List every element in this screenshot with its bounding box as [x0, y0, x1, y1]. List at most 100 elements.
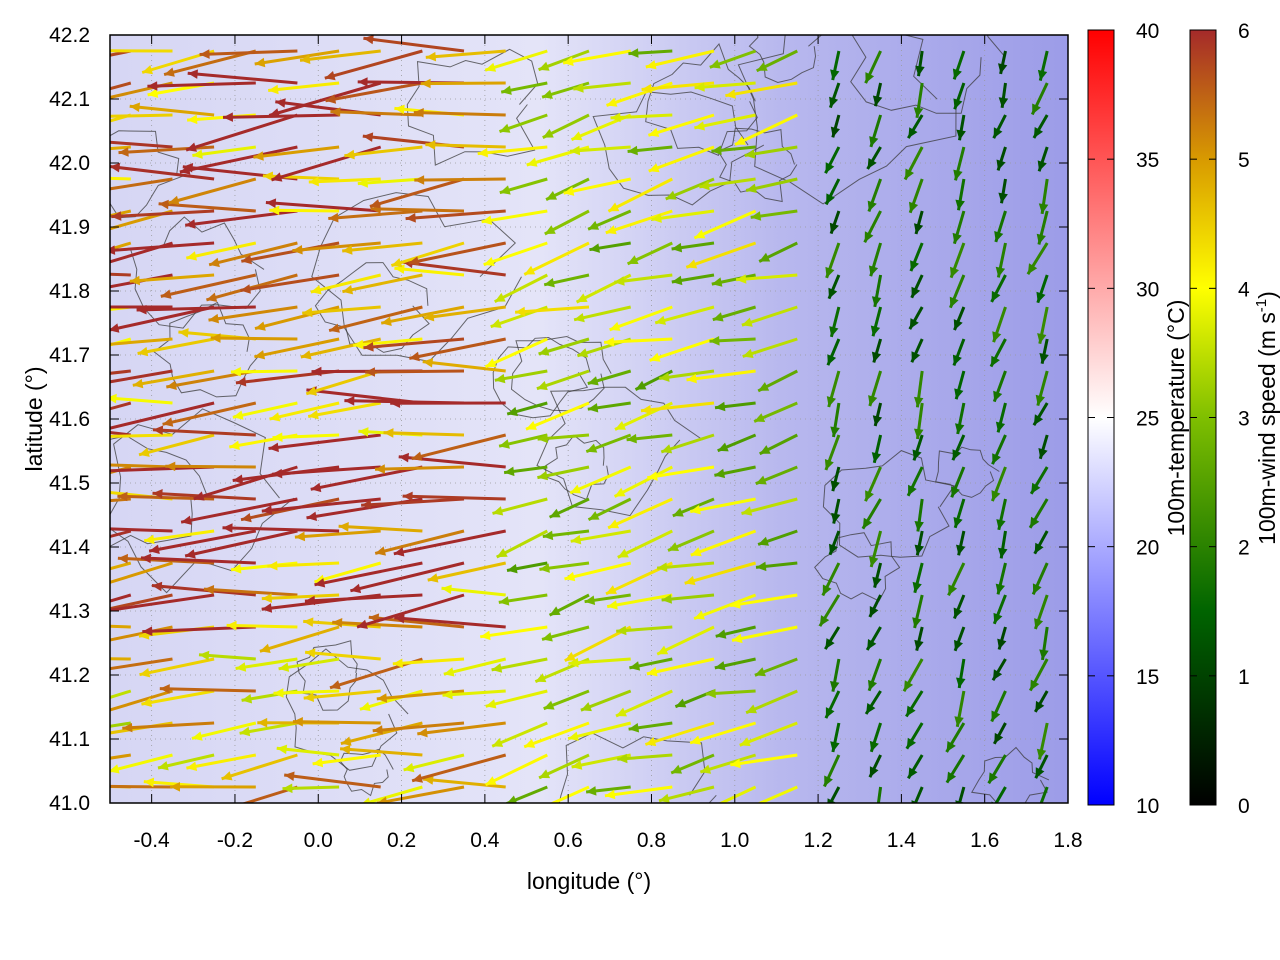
wind-vector-head — [357, 619, 368, 629]
wind-vector-head — [549, 508, 561, 518]
wind-vector-head — [192, 149, 203, 159]
wind-vector — [361, 785, 423, 803]
wind-vector — [210, 336, 298, 341]
wind-vector — [110, 593, 215, 612]
wind-vector-head — [162, 417, 174, 427]
wind-vector-head — [741, 317, 753, 327]
wind-vector — [110, 593, 173, 611]
wind-vector-head — [206, 292, 218, 302]
y-tick-label: 41.6 — [49, 408, 90, 431]
wind-vector — [338, 524, 423, 533]
wind-vector — [110, 140, 173, 149]
wind-vector — [363, 36, 465, 53]
wind-vector-head — [342, 245, 353, 255]
wind-vector-head — [742, 348, 754, 358]
wind-vector-head — [699, 180, 710, 191]
wind-vector-head — [90, 581, 101, 590]
wind-vector-head — [272, 432, 283, 442]
wind-vector-head — [268, 442, 279, 453]
wind-vector-head — [906, 705, 916, 717]
wind-vector — [649, 337, 715, 362]
wind-vector-head — [159, 684, 170, 694]
wind-vector-head — [294, 531, 306, 542]
wind-vector-head — [627, 255, 639, 264]
wind-vector-head — [951, 486, 960, 498]
wind-vector-head — [241, 254, 252, 265]
wind-vector-head — [483, 257, 495, 266]
wind-vector — [284, 773, 381, 789]
wind-vector-head — [485, 776, 497, 785]
wind-vector-head — [222, 523, 233, 533]
wind-vector-head — [413, 108, 424, 118]
wind-vector-head — [1032, 103, 1041, 115]
wind-vector-head — [491, 663, 503, 673]
wind-vector-head — [906, 737, 916, 749]
wind-vector-head — [306, 386, 318, 396]
wind-vector — [271, 465, 381, 476]
contour-line — [406, 48, 539, 166]
wind-vector — [185, 241, 257, 260]
wind-vector-head — [714, 661, 726, 671]
wind-vector — [110, 145, 131, 151]
wind-vector-head — [88, 709, 99, 718]
wind-vector-head — [869, 606, 879, 617]
wind-vector-head — [363, 35, 374, 45]
wind-vector-head — [655, 315, 666, 325]
wind-vector-head — [584, 595, 596, 605]
wind-vector — [240, 273, 340, 292]
wind-vector-head — [369, 199, 381, 209]
wind-vector — [110, 401, 132, 411]
wind-vector-head — [588, 220, 600, 230]
wind-vector — [686, 369, 756, 382]
wind-vector — [314, 561, 382, 584]
wind-vector-head — [492, 738, 504, 747]
wind-vector — [310, 465, 423, 491]
wind-vector-head — [690, 547, 702, 557]
wind-vector-head — [542, 89, 553, 99]
wind-vector-head — [635, 380, 647, 390]
wind-vector — [192, 145, 256, 157]
wind-vector-head — [1035, 767, 1045, 779]
wind-vector-head — [254, 57, 266, 68]
wind-vector — [342, 273, 423, 294]
wind-vector-head — [914, 544, 924, 556]
contour-line — [971, 746, 1050, 803]
wind-vector-head — [330, 680, 341, 690]
wind-vector-head — [477, 147, 488, 158]
wind-vector-head — [261, 505, 273, 515]
wind-vector-head — [825, 707, 835, 719]
wind-vector-head — [946, 741, 956, 752]
wind-vector-head — [993, 669, 1003, 681]
wind-vector-head — [58, 128, 69, 137]
wind-vector — [208, 241, 298, 267]
wind-vector-head — [79, 188, 90, 197]
wind-vector — [226, 623, 298, 629]
wind-vector-head — [954, 388, 964, 400]
wind-vector-head — [914, 521, 924, 532]
y-tick-label: 41.8 — [49, 280, 90, 303]
wind-vector-head — [390, 398, 401, 408]
wind-vector-head — [684, 575, 696, 586]
wind-vector-head — [744, 149, 756, 159]
wind-vector-head — [186, 142, 197, 152]
wind-vector-head — [1033, 414, 1044, 426]
wind-vector-head — [494, 373, 506, 384]
wind-vector-head — [271, 172, 283, 182]
wind-vector — [640, 401, 715, 413]
wind-vector — [685, 241, 757, 269]
wind-vector — [168, 177, 257, 205]
wind-vector — [110, 49, 132, 57]
wind-vector-head — [261, 603, 273, 613]
wind-vector-head — [441, 584, 452, 595]
wind-vector — [656, 625, 715, 656]
wind-vector — [324, 49, 423, 80]
wind-vector — [142, 625, 256, 634]
wind-vector — [647, 465, 715, 480]
wind-speed-colorbar-tick-label: 1 — [1238, 666, 1250, 689]
wind-vector-head — [865, 72, 875, 84]
wind-vector — [644, 721, 715, 746]
wind-vector-head — [1039, 353, 1049, 364]
wind-vector — [646, 657, 715, 676]
wind-vector-head — [267, 561, 278, 571]
wind-vector-head — [65, 523, 75, 533]
